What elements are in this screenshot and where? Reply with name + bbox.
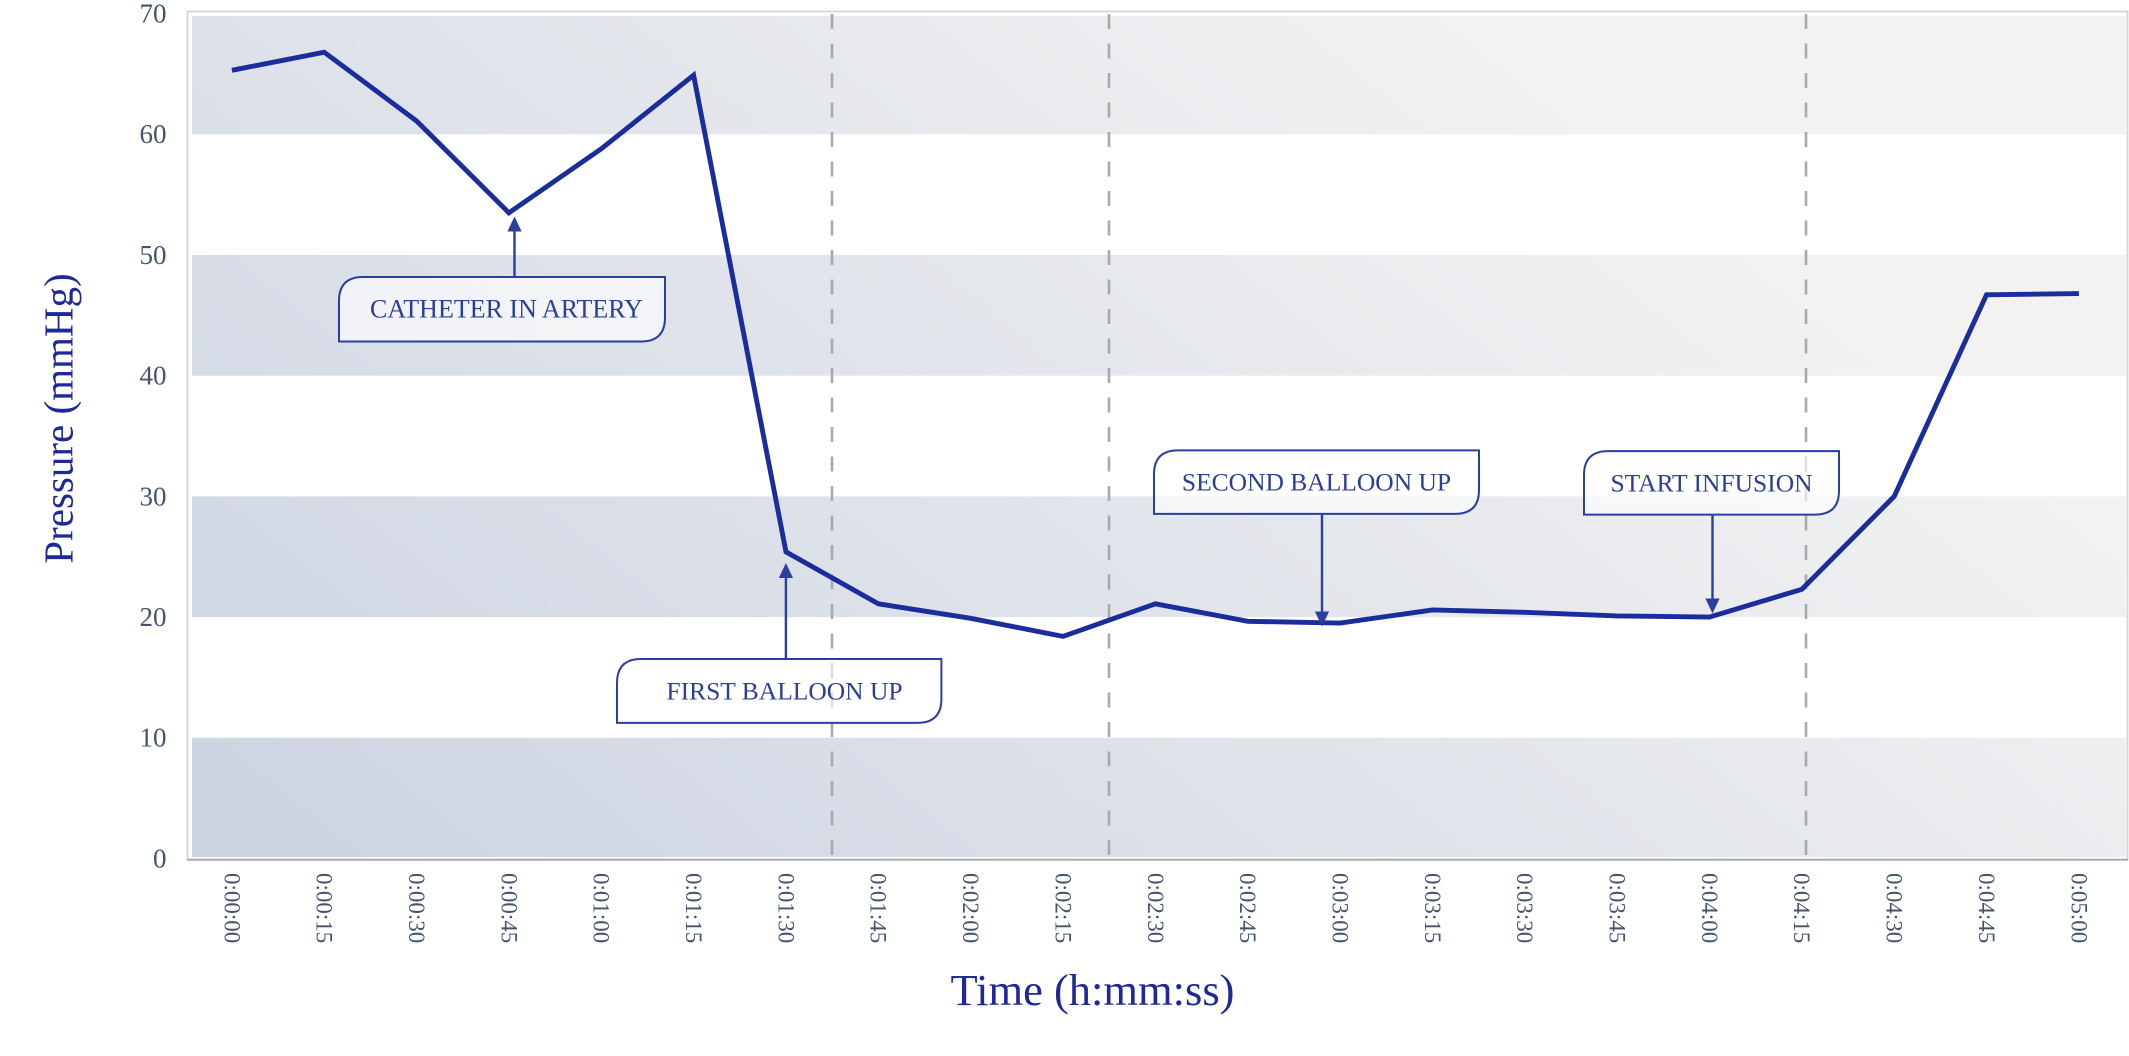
svg-text:CATHETER IN ARTERY: CATHETER IN ARTERY (370, 295, 643, 324)
svg-text:0:04:45: 0:04:45 (1974, 873, 1999, 943)
svg-text:0:02:00: 0:02:00 (958, 873, 983, 943)
svg-text:0:03:30: 0:03:30 (1512, 873, 1537, 943)
svg-text:0:01:30: 0:01:30 (773, 873, 798, 943)
svg-text:0:01:15: 0:01:15 (681, 873, 706, 943)
svg-text:FIRST BALLOON UP: FIRST BALLOON UP (666, 677, 902, 706)
svg-text:40: 40 (140, 361, 167, 391)
svg-text:20: 20 (140, 602, 167, 632)
svg-text:0:01:00: 0:01:00 (589, 873, 614, 943)
svg-text:0:05:00: 0:05:00 (2066, 873, 2091, 943)
svg-text:START INFUSION: START INFUSION (1610, 468, 1812, 497)
svg-text:0:00:45: 0:00:45 (496, 873, 521, 943)
svg-text:0:00:30: 0:00:30 (404, 873, 429, 943)
svg-text:0:03:15: 0:03:15 (1420, 873, 1445, 943)
svg-text:0:01:45: 0:01:45 (866, 873, 891, 943)
svg-text:0:03:00: 0:03:00 (1328, 873, 1353, 943)
svg-text:Time (h:mm:ss): Time (h:mm:ss) (951, 965, 1235, 1015)
svg-text:10: 10 (140, 723, 167, 753)
svg-text:0: 0 (153, 843, 167, 873)
svg-text:0:03:45: 0:03:45 (1605, 873, 1630, 943)
svg-text:0:04:00: 0:04:00 (1697, 873, 1722, 943)
svg-text:60: 60 (140, 119, 167, 149)
svg-text:0:04:15: 0:04:15 (1789, 873, 1814, 943)
svg-text:Pressure (mmHg): Pressure (mmHg) (35, 273, 81, 563)
svg-text:SECOND BALLOON UP: SECOND BALLOON UP (1182, 468, 1451, 497)
svg-text:0:02:45: 0:02:45 (1235, 873, 1260, 943)
svg-text:70: 70 (140, 0, 167, 29)
svg-text:0:00:15: 0:00:15 (312, 873, 337, 943)
svg-text:0:02:15: 0:02:15 (1050, 873, 1075, 943)
svg-text:50: 50 (140, 240, 167, 270)
svg-text:30: 30 (140, 481, 167, 511)
svg-text:0:02:30: 0:02:30 (1143, 873, 1168, 943)
svg-text:0:04:30: 0:04:30 (1882, 873, 1907, 943)
svg-text:0:00:00: 0:00:00 (219, 873, 244, 943)
